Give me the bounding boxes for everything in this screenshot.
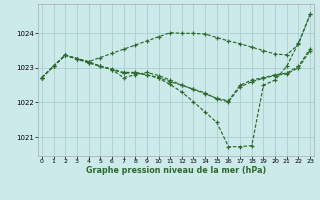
X-axis label: Graphe pression niveau de la mer (hPa): Graphe pression niveau de la mer (hPa) (86, 166, 266, 175)
